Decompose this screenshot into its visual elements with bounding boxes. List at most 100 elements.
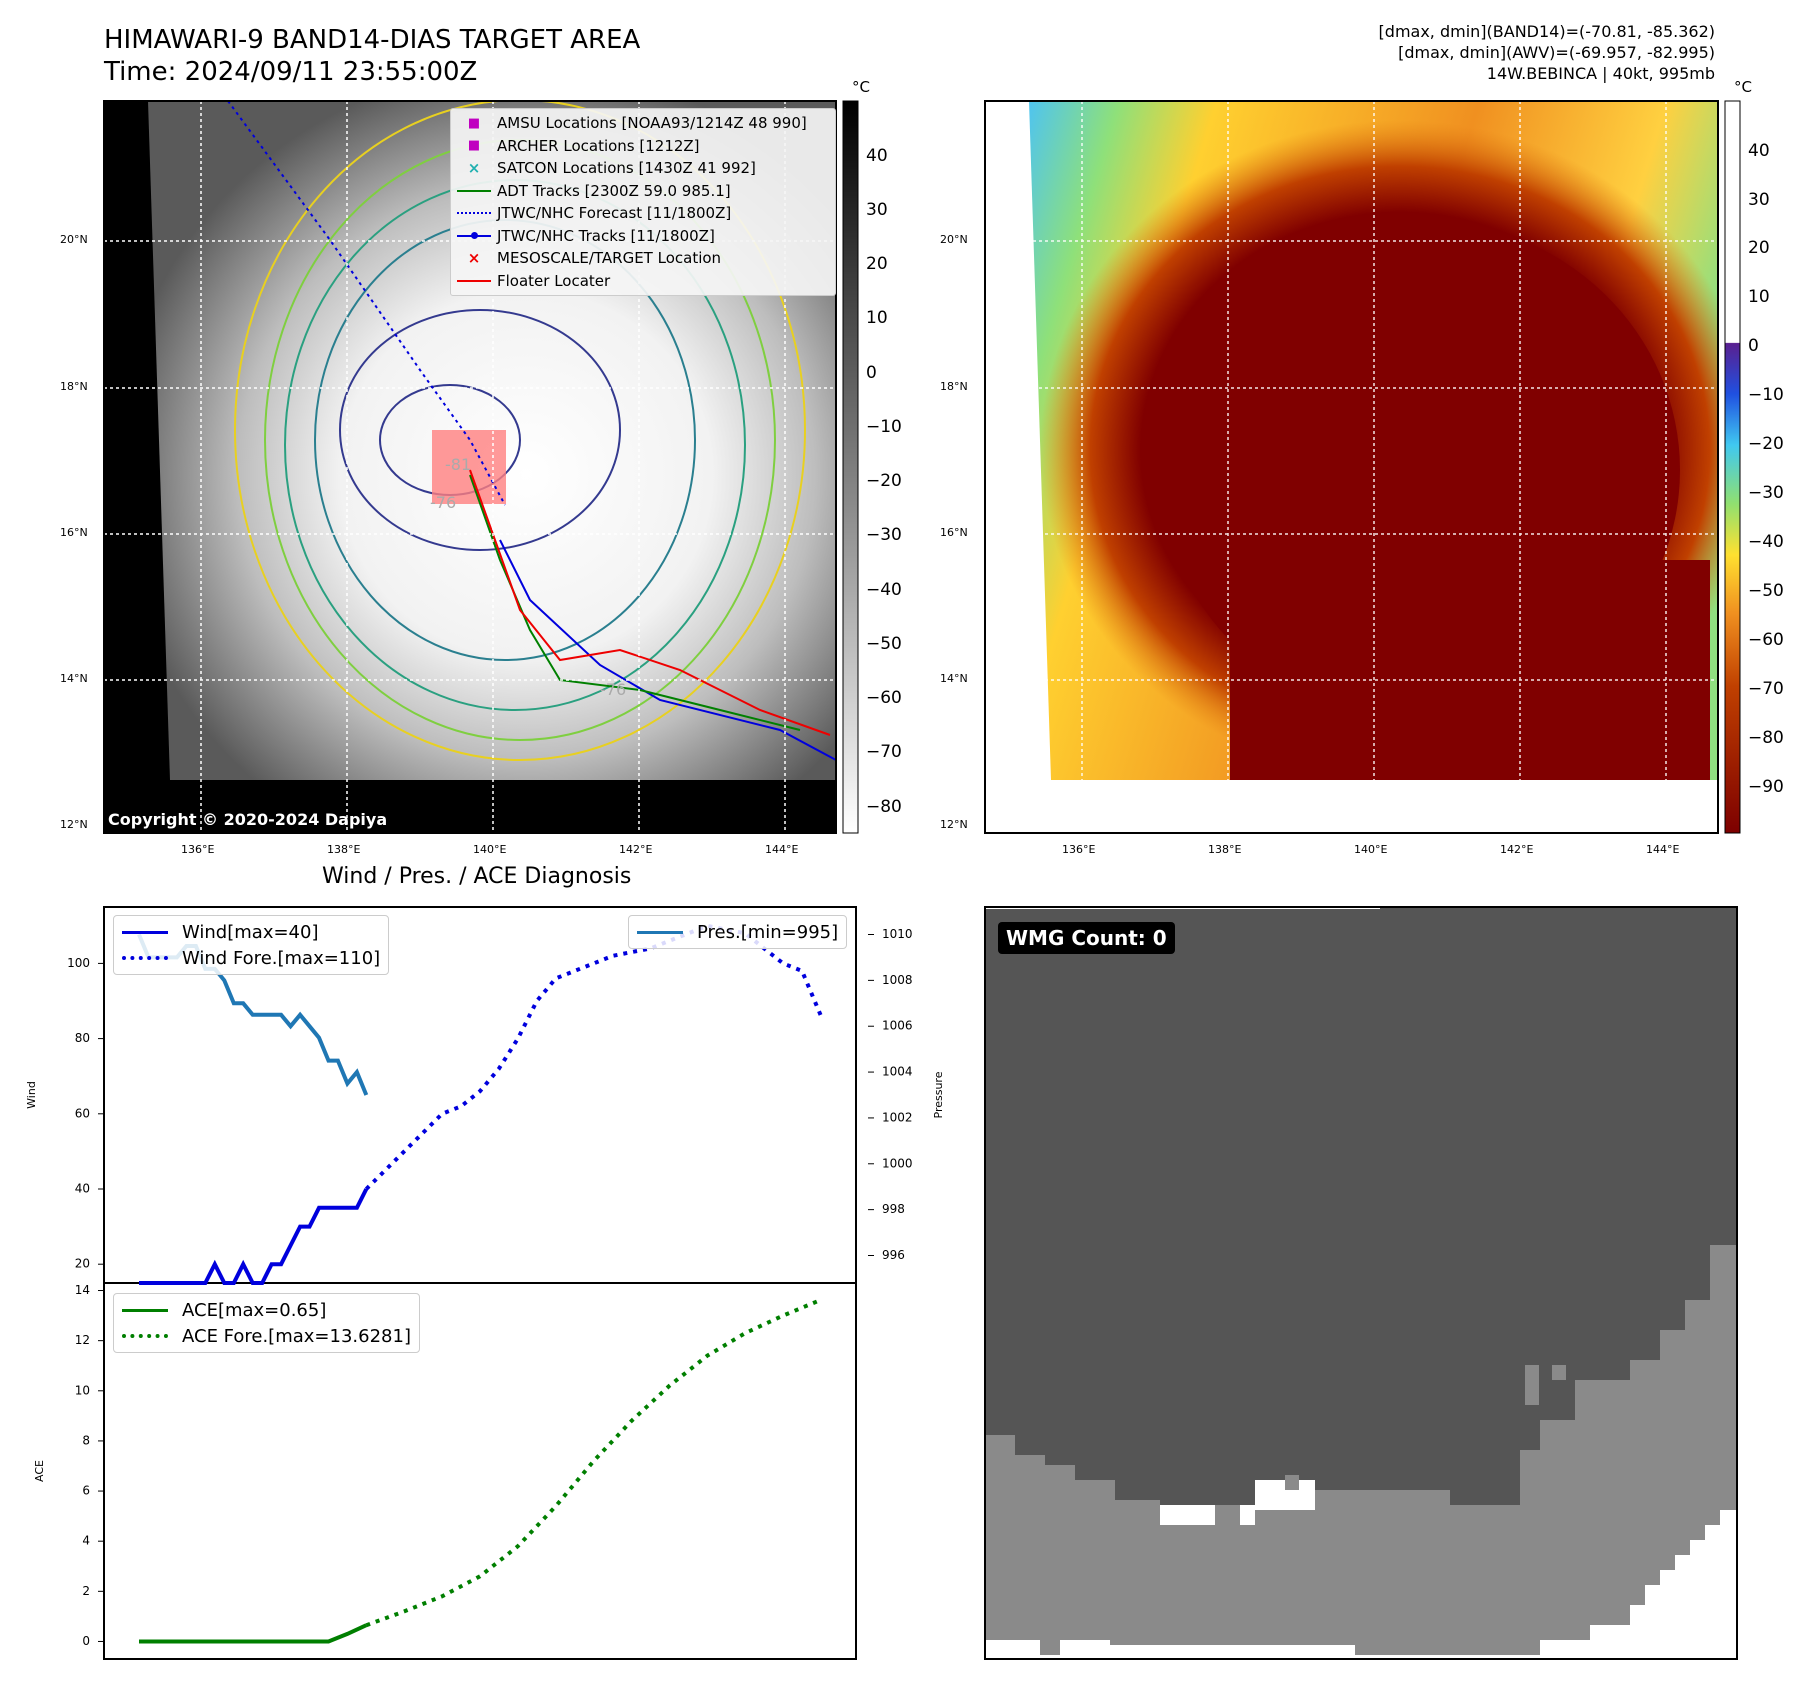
left-lat-label: 20°N: [60, 233, 88, 246]
legend-row-pressure: Pres.[min=995]: [637, 919, 838, 945]
right-colorbar-unit: °C: [1734, 78, 1752, 96]
legend-label-ace-fore: ACE Fore.[max=13.6281]: [182, 1325, 411, 1347]
ace-tick-label: 14: [75, 1283, 90, 1297]
left-colorbar-tick: 10: [866, 308, 888, 328]
legend-line-ace: [122, 1308, 168, 1312]
legend-line-ace-fore: [122, 1334, 168, 1338]
legend-label-pressure: Pres.[min=995]: [697, 921, 839, 943]
legend-row-ace-fore: ACE Fore.[max=13.6281]: [122, 1323, 411, 1349]
svg-text:-81: -81: [445, 455, 471, 474]
legend-label-satcon: SATCON Locations [1430Z 41 992]: [497, 159, 756, 178]
legend-row-jtwc-forecast: JTWC/NHC Forecast [11/1800Z]: [451, 202, 835, 225]
left-colorbar-tick: 30: [866, 200, 888, 220]
left-map-title-1: HIMAWARI-9 BAND14-DIAS TARGET AREA: [104, 25, 641, 55]
legend-label-archer: ARCHER Locations [1212Z]: [497, 136, 700, 155]
left-colorbar-unit: °C: [852, 78, 870, 96]
right-colorbar-tick: −70: [1748, 679, 1784, 699]
legend-label-wind: Wind[max=40]: [182, 921, 319, 943]
legend-row-wind: Wind[max=40]: [122, 919, 380, 945]
legend-row-archer: ■ ARCHER Locations [1212Z]: [451, 135, 835, 158]
legend-label-adt: ADT Tracks [2300Z 59.0 985.1]: [497, 181, 731, 200]
right-colorbar-tick: 0: [1748, 336, 1759, 356]
legend-marker-mesoscale: ×: [467, 249, 481, 268]
wind-tick-label: 100: [67, 956, 90, 970]
right-map-info-2: [dmax, dmin](AWV)=(-69.957, -82.995): [1398, 43, 1715, 62]
wind-tick-label: 80: [75, 1031, 90, 1045]
right-map-info-3: 14W.BEBINCA | 40kt, 995mb: [1486, 64, 1715, 83]
ace-line: [139, 1623, 368, 1644]
ace-forecast-line: [365, 1297, 822, 1628]
left-lon-label: 138°E: [327, 843, 361, 856]
left-lat-label: 14°N: [60, 672, 88, 685]
legend-label-floater: Floater Locater: [497, 271, 611, 290]
left-colorbar-tick: −40: [866, 580, 902, 600]
wind-axis-label: Wind: [25, 1081, 38, 1109]
pressure-legend: Pres.[min=995]: [628, 915, 848, 949]
legend-line-wind-fore: [122, 956, 168, 960]
right-lat-label: 12°N: [940, 818, 968, 831]
legend-marker-satcon: ×: [467, 159, 481, 178]
ace-tick-label: 2: [82, 1584, 90, 1598]
pressure-tick-label: 996: [882, 1248, 905, 1262]
pressure-tick-label: 1008: [882, 973, 913, 987]
left-colorbar-tick: −10: [866, 417, 902, 437]
right-colorbar-tick: 20: [1748, 238, 1770, 258]
wmg-dark-region: [985, 907, 1736, 1525]
left-lat-label: 18°N: [60, 380, 88, 393]
left-map-legend: ■ AMSU Locations [NOAA93/1214Z 48 990] ■…: [450, 108, 836, 296]
left-colorbar-tick: −50: [866, 634, 902, 654]
legend-marker-adt: [451, 189, 497, 192]
legend-row-wind-fore: Wind Fore.[max=110]: [122, 945, 380, 971]
right-lat-label: 18°N: [940, 380, 968, 393]
pressure-tick-label: 1002: [882, 1110, 913, 1124]
left-lon-label: 140°E: [473, 843, 507, 856]
legend-line-pressure: [637, 930, 683, 934]
right-colorbar-tick: −40: [1748, 532, 1784, 552]
right-colorbar-tick: −90: [1748, 777, 1784, 797]
right-colorbar-tick: 10: [1748, 287, 1770, 307]
right-colorbar-tick: 30: [1748, 190, 1770, 210]
pressure-tick-label: 1010: [882, 927, 913, 941]
ace-axis-label: ACE: [33, 1460, 46, 1482]
diag-title: Wind / Pres. / ACE Diagnosis: [322, 864, 632, 889]
svg-text:-76: -76: [430, 493, 456, 512]
legend-label-jtwc-tracks: JTWC/NHC Tracks [11/1800Z]: [497, 226, 715, 245]
legend-label-jtwc-forecast: JTWC/NHC Forecast [11/1800Z]: [497, 204, 732, 223]
legend-label-wind-fore: Wind Fore.[max=110]: [182, 947, 381, 969]
wind-tick-label: 40: [75, 1182, 90, 1196]
ace-legend: ACE[max=0.65] ACE Fore.[max=13.6281]: [113, 1293, 420, 1353]
left-lat-label: 16°N: [60, 526, 88, 539]
right-lon-label: 144°E: [1646, 843, 1680, 856]
right-lat-label: 14°N: [940, 672, 968, 685]
left-colorbar-tick: −60: [866, 688, 902, 708]
left-lat-label: 12°N: [60, 818, 88, 831]
right-lon-label: 136°E: [1062, 843, 1096, 856]
left-lon-label: 136°E: [181, 843, 215, 856]
copyright-label: Copyright © 2020-2024 Dapiya: [108, 810, 388, 829]
legend-row-jtwc-tracks: JTWC/NHC Tracks [11/1800Z]: [451, 225, 835, 248]
legend-row-floater: Floater Locater: [451, 270, 835, 293]
left-colorbar-tick: −30: [866, 525, 902, 545]
pressure-axis-label: Pressure: [932, 1071, 945, 1118]
ace-tick-label: 10: [75, 1383, 90, 1397]
right-lat-label: 20°N: [940, 233, 968, 246]
legend-row-adt: ADT Tracks [2300Z 59.0 985.1]: [451, 180, 835, 203]
wind-line: [139, 1188, 369, 1285]
legend-marker-amsu: ■: [467, 115, 481, 131]
ace-tick-label: 6: [82, 1484, 90, 1498]
left-map-title-2: Time: 2024/09/11 23:55:00Z: [104, 57, 478, 87]
wmg-light-region: [985, 1245, 1736, 1655]
wind-tick-label: 60: [75, 1106, 90, 1120]
legend-marker-jtwc-forecast: [451, 212, 497, 215]
left-colorbar-tick: −70: [866, 742, 902, 762]
legend-row-satcon: × SATCON Locations [1430Z 41 992]: [451, 157, 835, 180]
legend-marker-archer: ■: [467, 138, 481, 154]
ace-tick-label: 8: [82, 1433, 90, 1447]
left-lon-label: 142°E: [619, 843, 653, 856]
svg-text:-76: -76: [600, 680, 626, 699]
right-colorbar-tick: −80: [1748, 728, 1784, 748]
right-map-info-1: [dmax, dmin](BAND14)=(-70.81, -85.362): [1378, 22, 1715, 41]
